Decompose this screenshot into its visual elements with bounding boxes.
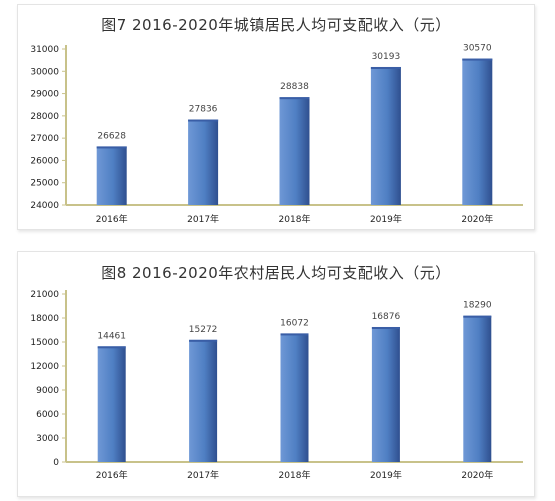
bar-top-edge <box>188 119 219 122</box>
x-tick-label: 2017年 <box>187 469 219 481</box>
data-label: 28838 <box>280 82 309 92</box>
bar <box>188 119 219 205</box>
bar <box>462 58 493 205</box>
bar-top-edge <box>370 66 401 69</box>
x-tick-label: 2016年 <box>96 469 128 481</box>
chart-title: 图7 2016-2020年城镇居民人均可支配收入（元） <box>101 16 451 34</box>
bar-top-edge <box>96 146 127 149</box>
data-label: 30193 <box>372 52 401 62</box>
x-tick-label: 2018年 <box>279 213 311 225</box>
data-label: 30570 <box>463 44 492 54</box>
x-tick-label: 2019年 <box>370 213 402 225</box>
y-tick-label: 6000 <box>36 410 59 420</box>
y-tick-label: 12000 <box>30 362 59 372</box>
chart-title: 图8 2016-2020年农村居民人均可支配收入（元） <box>101 264 451 282</box>
rural-income-plot: 0 3000 6000 9000 12000 15000 18000 21000 14461 20… <box>30 290 523 481</box>
data-label: 27836 <box>189 105 218 115</box>
bar <box>280 333 309 462</box>
bar-top-edge <box>462 58 493 61</box>
y-tick-label: 29000 <box>30 90 59 100</box>
y-tick-label: 27000 <box>30 134 59 144</box>
bar-top-edge <box>463 315 492 318</box>
data-label: 16876 <box>372 312 401 322</box>
data-label: 18290 <box>463 301 492 311</box>
rural-income-chart: 图8 2016-2020年农村居民人均可支配收入（元） 0 3000 6000 900… <box>17 251 535 497</box>
x-tick-label: 2019年 <box>370 469 402 481</box>
y-tick-label: 31000 <box>30 45 59 55</box>
x-tick-label: 2017年 <box>187 213 219 225</box>
bar-top-edge <box>279 97 310 100</box>
x-tick-label: 2016年 <box>96 213 128 225</box>
y-tick-label: 30000 <box>30 67 59 77</box>
bar <box>96 146 127 205</box>
y-tick-label: 18000 <box>30 314 59 324</box>
bar <box>189 339 218 462</box>
x-tick-label: 2018年 <box>279 469 311 481</box>
y-tick-label: 28000 <box>30 112 59 122</box>
bar <box>463 315 492 462</box>
y-tick-label: 25000 <box>30 179 59 189</box>
data-label: 15272 <box>189 325 218 335</box>
urban-income-plot: 24000 25000 26000 27000 28000 29000 30000 31000… <box>30 44 523 225</box>
bar <box>97 346 126 462</box>
data-label: 16072 <box>280 318 309 328</box>
y-tick-label: 21000 <box>30 290 59 300</box>
bar-top-edge <box>371 326 400 329</box>
y-tick-label: 3000 <box>36 434 59 444</box>
y-tick-label: 26000 <box>30 156 59 166</box>
data-label: 14461 <box>97 331 126 341</box>
bar-top-edge <box>97 346 126 349</box>
data-label: 26628 <box>97 131 126 141</box>
bar <box>370 66 401 205</box>
urban-income-chart: 图7 2016-2020年城镇居民人均可支配收入（元） 24000 25000 26… <box>17 4 535 230</box>
bar-top-edge <box>280 333 309 336</box>
y-tick-label: 24000 <box>30 201 59 211</box>
y-tick-label: 15000 <box>30 338 59 348</box>
bar <box>279 97 310 205</box>
bar <box>371 326 400 462</box>
bar-top-edge <box>189 339 218 342</box>
x-tick-label: 2020年 <box>461 213 493 225</box>
y-tick-label: 9000 <box>36 386 59 396</box>
x-tick-label: 2020年 <box>461 469 493 481</box>
y-tick-label: 0 <box>53 458 59 468</box>
